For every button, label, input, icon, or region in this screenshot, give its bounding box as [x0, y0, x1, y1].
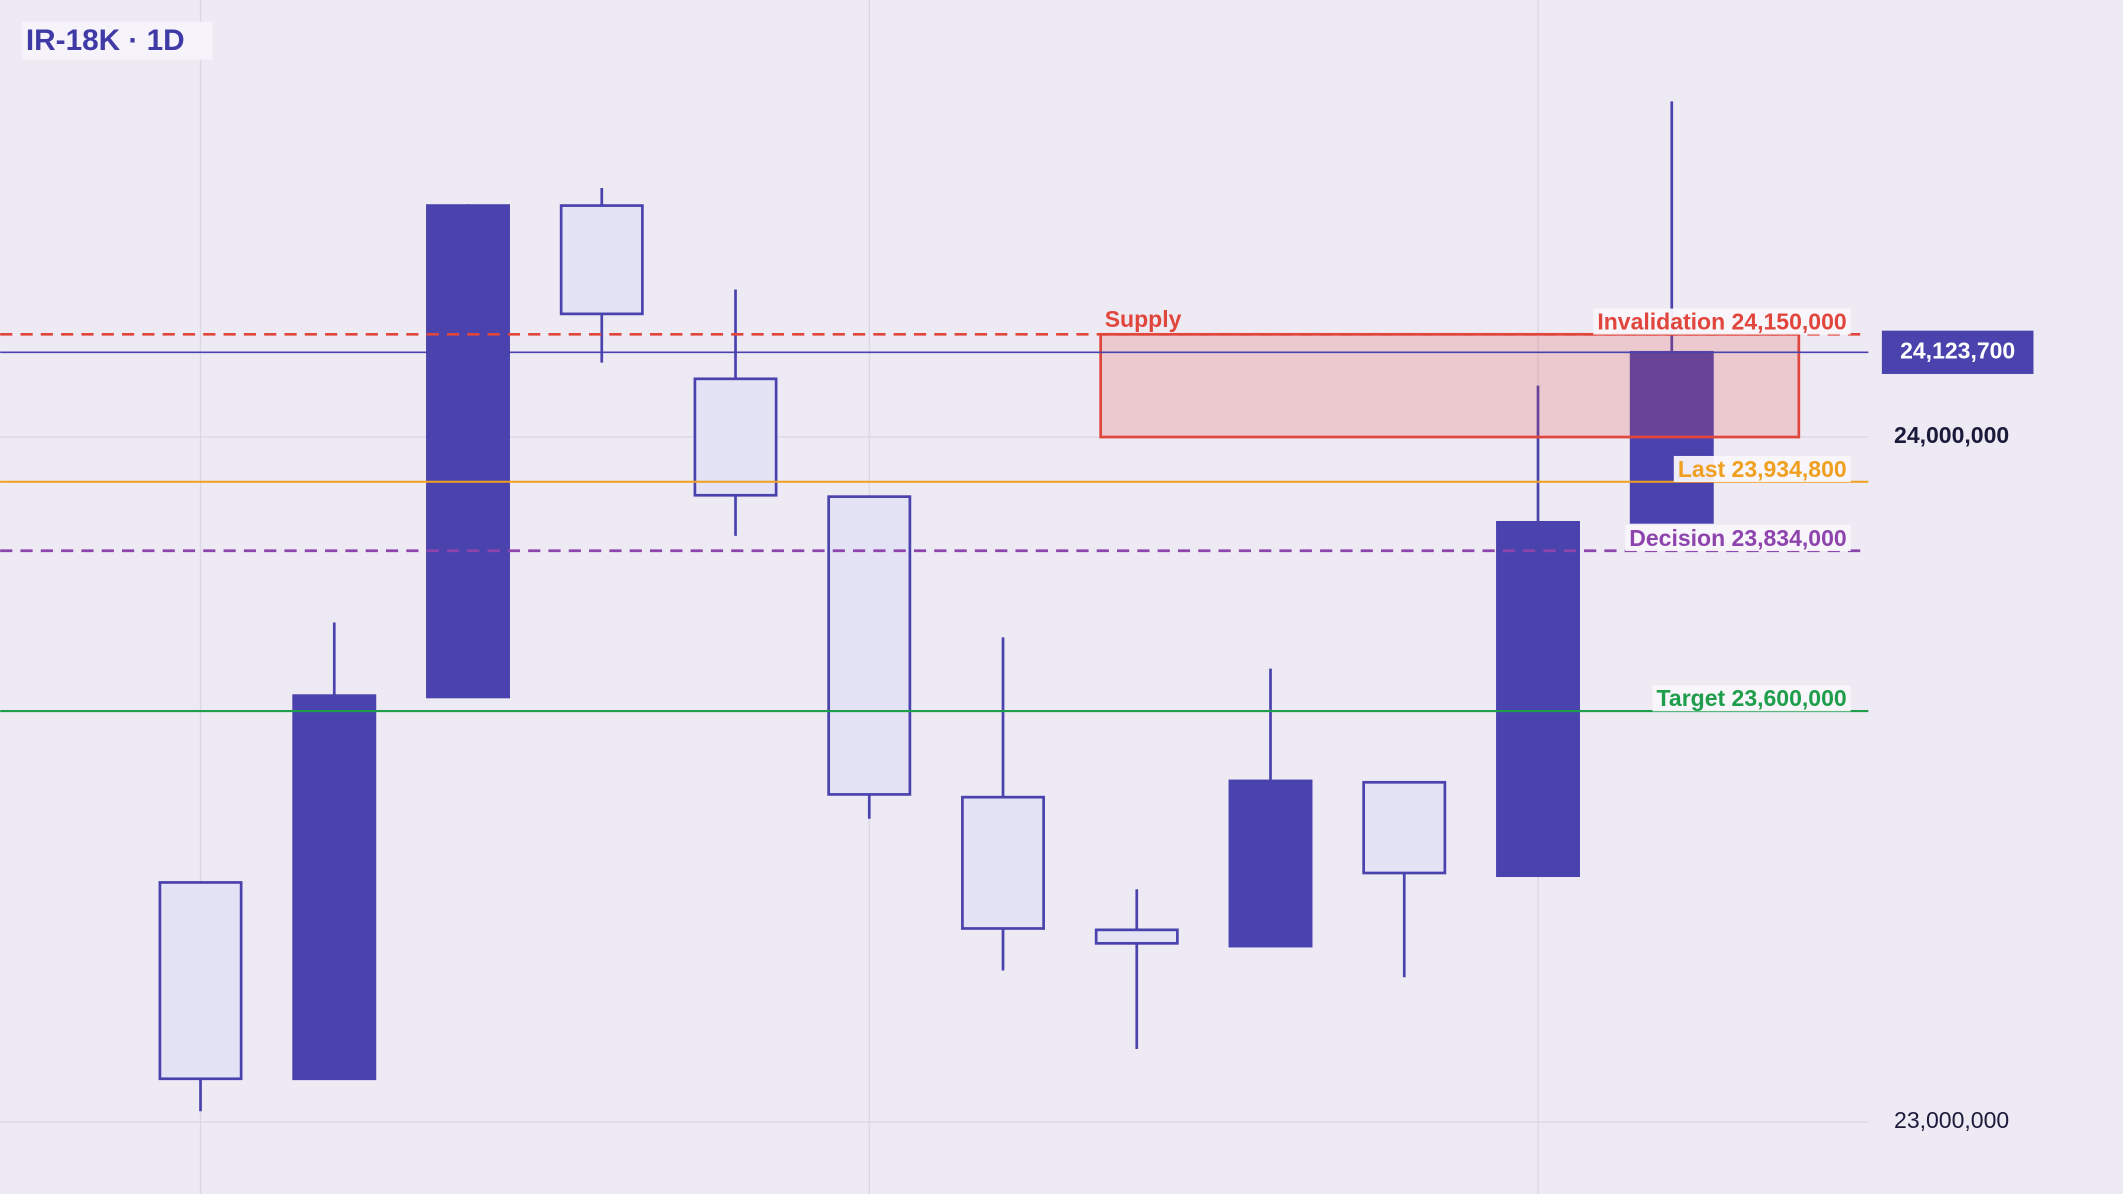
candle-body — [292, 694, 377, 1081]
y-tick-label: 23,000,000 — [1894, 1107, 2009, 1133]
candle-body — [1496, 520, 1580, 878]
level-label-bg — [1652, 685, 1851, 712]
level-label-bg — [1673, 455, 1851, 482]
level-name: Invalidation — [1597, 309, 1725, 335]
candle-body — [1362, 780, 1447, 875]
level-label-bg — [1625, 525, 1851, 552]
candle-body — [426, 204, 510, 699]
y-tick-label: 24,000,000 — [1894, 422, 2009, 448]
level-label-bg — [1593, 308, 1851, 335]
zone-label: Supply — [1105, 306, 1182, 332]
level-value: 24,150,000 — [1732, 309, 1847, 335]
candle-body — [827, 495, 912, 796]
chart-title: IR-18K · 1D — [26, 24, 185, 57]
level-name: Target — [1657, 685, 1726, 711]
level-name: Decision — [1629, 525, 1725, 551]
price-tag-label: 24,123,700 — [1900, 337, 2015, 363]
candle-body — [559, 204, 644, 316]
level-label: Target 23,600,000 — [1657, 685, 1847, 711]
level-name: Last — [1678, 456, 1726, 482]
title-bg — [21, 21, 213, 60]
level-value: 23,600,000 — [1732, 685, 1847, 711]
candle-body — [158, 881, 243, 1081]
price-tag-bg — [1881, 330, 2034, 374]
level-label: Invalidation 24,150,000 — [1597, 309, 1846, 335]
candle-body — [693, 377, 778, 497]
candle-body — [1228, 779, 1313, 948]
supply-zone — [1099, 332, 1801, 439]
level-label: Decision 23,834,000 — [1629, 525, 1846, 551]
level-value: 23,934,800 — [1732, 456, 1847, 482]
level-value: 23,834,000 — [1732, 525, 1847, 551]
candle-body — [961, 795, 1045, 930]
plot: 23,000,000 24,000,000 Supply Invalidation 2… — [0, 101, 2034, 1133]
candle-body — [1094, 928, 1179, 945]
level-label: Last 23,934,800 — [1678, 456, 1847, 482]
